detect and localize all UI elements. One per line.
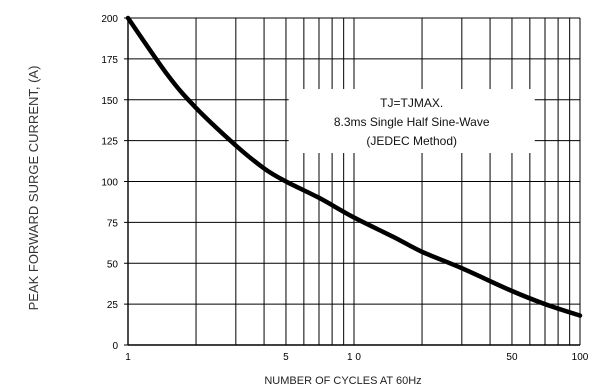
x-tick-label: 1 [125,352,131,363]
surge-current-curve [125,15,583,318]
y-tick-label: 175 [101,55,118,66]
y-tick-label: 100 [101,178,118,189]
annotation-background [288,89,535,154]
x-tick-label: 50 [506,352,518,363]
tick-labels: 0 25 50 75 100 125 150 175 200 1 5 1 0 50 100 [101,14,588,363]
x-axis-label: NUMBER OF CYCLES AT 60Hz [264,375,421,387]
annotation-line: (JEDEC Method) [366,134,457,148]
y-tick-label: 0 [112,341,118,352]
grid [128,17,580,345]
annotation-box: TJ=TJMAX. 8.3ms Single Half Sine-Wave (JED… [288,89,535,154]
x-tick-label: 5 [283,352,289,363]
y-tick-label: 125 [101,137,118,148]
series [125,15,583,318]
axes [124,17,581,346]
y-tick-label: 50 [107,259,119,270]
annotation-line: 8.3ms Single Half Sine-Wave [334,115,490,129]
annotation-line: TJ=TJMAX. [380,96,443,110]
y-tick-label: 200 [101,14,118,25]
y-axis-label: PEAK FORWARD SURGE CURRENT, (A) [26,66,41,311]
x-tick-label: 100 [572,352,589,363]
x-tick-label: 1 0 [347,352,361,363]
y-tick-label: 25 [107,300,119,311]
y-tick-label: 150 [101,96,118,107]
y-tick-label: 75 [107,218,119,229]
